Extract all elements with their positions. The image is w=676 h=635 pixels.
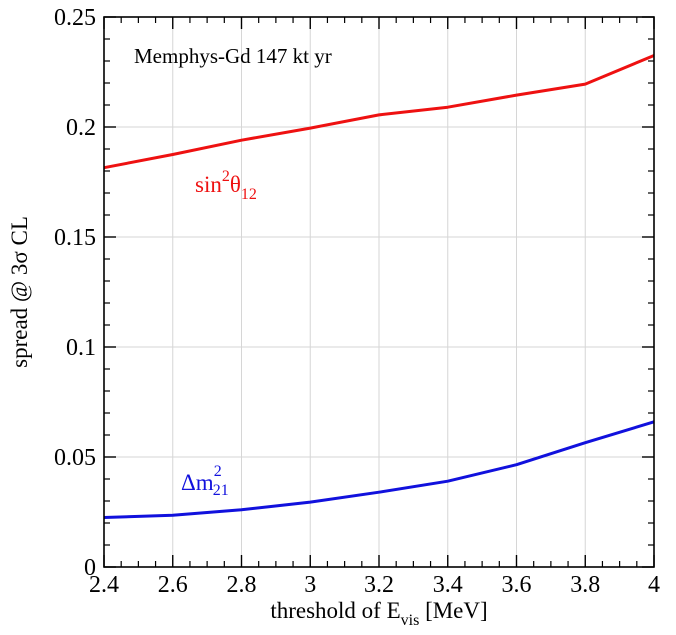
x-tick-label: 3.2 bbox=[364, 572, 394, 598]
x-axis-title-prefix: threshold of E bbox=[270, 598, 400, 623]
series-label-dm2-21-sup: 2 bbox=[214, 463, 222, 480]
series-label-sin2theta12-sup: 2 bbox=[222, 168, 230, 185]
tick-layer bbox=[103, 16, 655, 568]
grid-layer bbox=[104, 17, 654, 567]
y-tick-label: 0 bbox=[84, 555, 96, 581]
series-label-sin2theta12-greek: θ bbox=[230, 172, 241, 197]
x-tick-label: 2.8 bbox=[227, 572, 257, 598]
y-tick-label: 0.15 bbox=[54, 225, 96, 251]
x-tick-label: 2.4 bbox=[89, 572, 119, 598]
x-tick-label: 2.6 bbox=[158, 572, 188, 598]
y-tick-label: 0.1 bbox=[66, 335, 96, 361]
x-axis-title-subscript: vis bbox=[401, 612, 420, 629]
series-layer bbox=[103, 54, 655, 519]
y-tick-label: 0.25 bbox=[54, 5, 96, 31]
y-tick-label: 0.2 bbox=[66, 115, 96, 141]
x-tick-label: 3 bbox=[304, 572, 316, 598]
x-tick-label: 3.4 bbox=[433, 572, 463, 598]
series-label-dm2-21-base: Δm bbox=[181, 470, 214, 495]
x-tick-label: 3.6 bbox=[502, 572, 532, 598]
y-tick-label: 0.05 bbox=[54, 445, 96, 471]
series-label-dm2-21: Δm2 21 bbox=[181, 463, 229, 499]
label-layer: 2.4 2.6 2.8 3 3.2 3.4 3.6 3.8 4 0 0.05 0.1 0.15 0.2 0.… bbox=[54, 5, 660, 598]
series-label-sin2theta12-sub: 12 bbox=[241, 186, 257, 203]
x-tick-label: 3.8 bbox=[570, 572, 600, 598]
y-axis-title: spread @ 3σ CL bbox=[7, 216, 32, 368]
series-line-sin2theta12 bbox=[103, 54, 655, 170]
annotation-text: Memphys-Gd 147 kt yr bbox=[134, 44, 332, 68]
series-label-dm2-21-sub: 21 bbox=[213, 482, 229, 499]
series-line-dm2-21 bbox=[103, 420, 655, 519]
x-tick-label: 4 bbox=[648, 572, 660, 598]
series-label-sin2theta12-base: sin bbox=[195, 172, 222, 197]
series-label-sin2theta12: sin2θ12 bbox=[195, 168, 257, 203]
x-axis-title-suffix: [MeV] bbox=[419, 598, 487, 623]
x-axis-title: threshold of Evis [MeV] bbox=[270, 598, 487, 629]
